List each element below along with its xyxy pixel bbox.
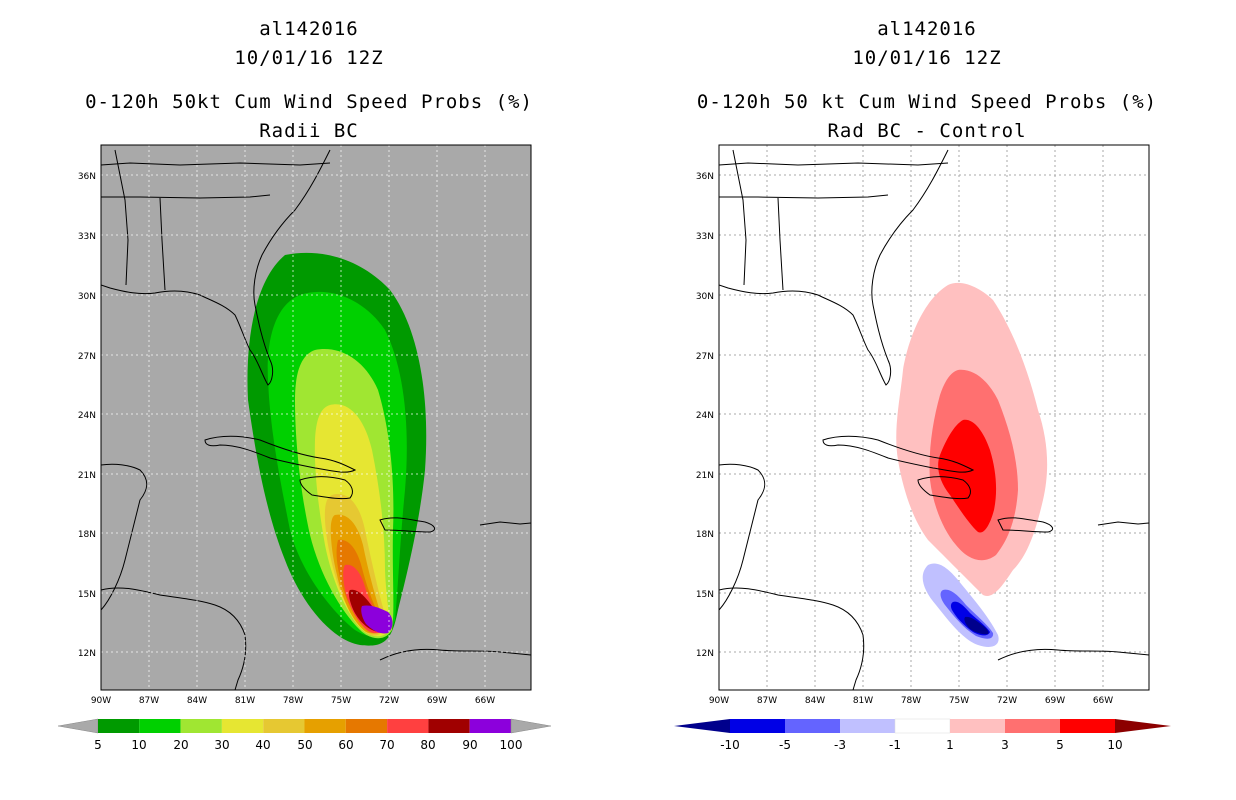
lat-tick-12N: 12N xyxy=(78,649,96,659)
left-cb-label: 90 xyxy=(462,738,477,752)
lon-tick-84W: 84W xyxy=(187,696,207,706)
right-panel: al142016 10/01/16 12Z 0-120h 50 kt Cum W… xyxy=(618,0,1236,800)
left-colorbar: 5 10 20 30 40 50 60 70 80 90 100 xyxy=(57,718,552,752)
lon-tick-87W: 87W xyxy=(139,696,159,706)
left-cb-label: 70 xyxy=(379,738,394,752)
left-colorbar-low-arrow xyxy=(57,718,99,734)
right-colorbar-bin xyxy=(950,719,1005,733)
lat-tick-36N: 36N xyxy=(78,172,96,182)
left-cb-label: 5 xyxy=(94,738,102,752)
right-colorbar-bin xyxy=(730,719,785,733)
lat-tick-15N: 15N xyxy=(78,590,96,600)
lon-tick-90W: 90W xyxy=(91,696,111,706)
left-colorbar-bin xyxy=(428,719,470,733)
right-cb-label: -10 xyxy=(720,738,740,752)
left-cb-label: 100 xyxy=(500,738,523,752)
right-cb-label: 1 xyxy=(946,738,954,752)
left-title: 0-120h 50kt Cum Wind Speed Probs (%) xyxy=(85,91,533,113)
lon-tick-66W: 66W xyxy=(1093,696,1113,706)
left-colorbar-bin xyxy=(263,719,305,733)
lon-tick-72W: 72W xyxy=(997,696,1017,706)
right-subtitle: Rad BC - Control xyxy=(827,120,1027,142)
lon-tick-81W: 81W xyxy=(235,696,255,706)
lat-tick-30N: 30N xyxy=(696,292,714,302)
left-colorbar-bin xyxy=(387,719,429,733)
lat-tick-18N: 18N xyxy=(696,530,714,540)
right-cb-label: 3 xyxy=(1001,738,1009,752)
lat-tick-33N: 33N xyxy=(78,232,96,242)
right-cb-label: -5 xyxy=(779,738,791,752)
lat-tick-21N: 21N xyxy=(78,471,96,481)
left-gridlines xyxy=(101,145,531,690)
right-lon-ticks: 90W 87W 84W 81W 78W 75W 72W 69W 66W xyxy=(709,696,1113,706)
right-lat-ticks: 36N 33N 30N 27N 24N 21N 18N 15N 12N xyxy=(696,172,714,659)
lon-tick-87W: 87W xyxy=(757,696,777,706)
right-colorbar-bin xyxy=(1005,719,1060,733)
lat-tick-21N: 21N xyxy=(696,471,714,481)
lon-tick-66W: 66W xyxy=(475,696,495,706)
left-map: 36N 33N 30N 27N 24N 21N 18N 15N 12N 90W … xyxy=(57,144,552,752)
left-lon-ticks: 90W 87W 84W 81W 78W 75W 72W 69W 66W xyxy=(91,696,495,706)
left-probability-contours xyxy=(247,252,427,646)
left-colorbar-bin xyxy=(180,719,222,733)
right-colorbar-bin xyxy=(840,719,895,733)
right-colorbar-low-arrow xyxy=(674,719,730,733)
right-colorbar-bin xyxy=(1060,719,1115,733)
lon-tick-90W: 90W xyxy=(709,696,729,706)
lon-tick-75W: 75W xyxy=(949,696,969,706)
right-storm-id: al142016 xyxy=(877,18,977,40)
left-lat-ticks: 36N 33N 30N 27N 24N 21N 18N 15N 12N xyxy=(78,172,96,659)
left-cb-label: 60 xyxy=(338,738,353,752)
left-date: 10/01/16 12Z xyxy=(234,47,384,69)
lat-tick-27N: 27N xyxy=(78,352,96,362)
right-colorbar-high-arrow xyxy=(1115,719,1171,733)
right-colorbar-bin xyxy=(785,719,840,733)
lat-tick-33N: 33N xyxy=(696,232,714,242)
left-storm-id: al142016 xyxy=(259,18,359,40)
left-subtitle: Radii BC xyxy=(259,120,359,142)
right-map: 36N 33N 30N 27N 24N 21N 18N 15N 12N 90W … xyxy=(674,144,1171,752)
left-coastlines xyxy=(101,149,531,690)
lat-tick-27N: 27N xyxy=(696,352,714,362)
right-cb-label: 10 xyxy=(1107,738,1122,752)
right-cb-label: -3 xyxy=(834,738,846,752)
left-cb-label: 30 xyxy=(214,738,229,752)
left-colorbar-bin xyxy=(304,719,346,733)
lat-tick-15N: 15N xyxy=(696,590,714,600)
left-colorbar-bin xyxy=(469,719,511,733)
left-colorbar-bin xyxy=(345,719,388,733)
right-date: 10/01/16 12Z xyxy=(852,47,1002,69)
right-colorbar-bin xyxy=(894,718,951,734)
left-cb-label: 10 xyxy=(131,738,146,752)
lon-tick-72W: 72W xyxy=(379,696,399,706)
left-cb-label: 80 xyxy=(420,738,435,752)
lon-tick-78W: 78W xyxy=(283,696,303,706)
right-coastlines xyxy=(719,149,1149,690)
lat-tick-36N: 36N xyxy=(696,172,714,182)
lon-tick-69W: 69W xyxy=(427,696,447,706)
right-colorbar: -10 -5 -3 -1 1 3 5 10 xyxy=(674,718,1171,752)
left-colorbar-high-arrow xyxy=(510,718,552,734)
left-cb-label: 50 xyxy=(297,738,312,752)
right-cb-label: -1 xyxy=(889,738,901,752)
lat-tick-18N: 18N xyxy=(78,530,96,540)
lon-tick-69W: 69W xyxy=(1045,696,1065,706)
left-colorbar-bin xyxy=(139,719,181,733)
lon-tick-84W: 84W xyxy=(805,696,825,706)
left-cb-label: 20 xyxy=(173,738,188,752)
right-gridlines xyxy=(719,145,1149,690)
lat-tick-24N: 24N xyxy=(696,411,714,421)
lat-tick-24N: 24N xyxy=(78,411,96,421)
right-cb-label: 5 xyxy=(1056,738,1064,752)
lon-tick-75W: 75W xyxy=(331,696,351,706)
lon-tick-78W: 78W xyxy=(901,696,921,706)
lat-tick-30N: 30N xyxy=(78,292,96,302)
lat-tick-12N: 12N xyxy=(696,649,714,659)
left-panel: al142016 10/01/16 12Z 0-120h 50kt Cum Wi… xyxy=(57,18,552,752)
left-colorbar-bin xyxy=(221,719,264,733)
right-title: 0-120h 50 kt Cum Wind Speed Probs (%) xyxy=(696,91,1158,113)
lon-tick-81W: 81W xyxy=(853,696,873,706)
left-colorbar-bin xyxy=(98,719,140,733)
left-cb-label: 40 xyxy=(255,738,270,752)
